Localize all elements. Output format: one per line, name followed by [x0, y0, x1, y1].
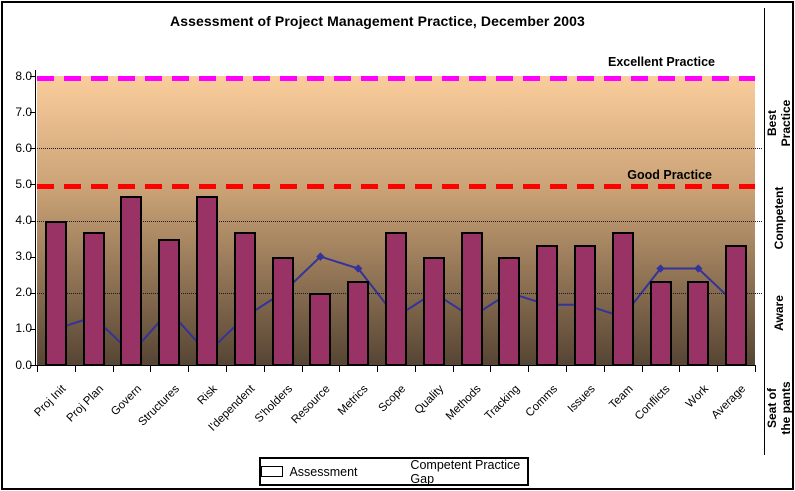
y-tick-0.0 — [30, 365, 35, 366]
x-tick-6 — [263, 366, 265, 372]
y-tick-label-2.0: 2.0 — [15, 285, 32, 300]
y-tick-label-1.0: 1.0 — [15, 321, 32, 336]
y-tick-3.0 — [30, 256, 35, 258]
assessment-swatch-icon — [261, 466, 284, 477]
bar-team — [611, 232, 634, 365]
y-tick-label-6.0: 6.0 — [15, 140, 32, 155]
x-tick-0 — [37, 366, 38, 372]
chart-title: Assessment of Project Management Practic… — [170, 13, 585, 29]
x-tick-19 — [755, 366, 756, 372]
bar-structures — [158, 238, 181, 365]
right-zone-labels: Best Practice Competent Aware Seat of th… — [765, 76, 794, 455]
gap-marker-conflicts — [656, 264, 665, 273]
gap-diamond-marker-icon — [383, 467, 393, 477]
x-tick-8 — [339, 366, 341, 372]
gridline-6 — [37, 148, 762, 150]
x-tick-18 — [717, 366, 719, 372]
zone-competent: Competent — [766, 171, 794, 266]
reference-line-8 — [37, 75, 755, 81]
x-tick-2 — [112, 366, 114, 372]
y-tick-2.0 — [30, 292, 35, 294]
x-tick-1 — [74, 366, 76, 372]
bar-quality — [422, 256, 445, 365]
bar-resource — [309, 292, 332, 365]
bar-average — [725, 245, 748, 365]
y-tick-label-4.0: 4.0 — [15, 213, 32, 227]
legend-box: Assessment Competent Practice Gap — [259, 457, 529, 486]
x-tick-12 — [490, 366, 492, 372]
plot-area — [37, 75, 762, 365]
gap-line-swatch-icon — [364, 466, 405, 477]
y-tick-6.0 — [30, 148, 35, 150]
bar-proj-plan — [82, 232, 105, 365]
y-tick-1.0 — [30, 328, 35, 330]
bar-work — [687, 280, 710, 365]
legend-assessment-label: Assessment — [289, 464, 358, 479]
gap-marker-metrics — [354, 264, 363, 273]
bar-metrics — [347, 280, 370, 365]
y-tick-label-7.0: 7.0 — [15, 104, 32, 119]
x-tick-15 — [603, 366, 605, 372]
bar-govern — [120, 196, 143, 365]
zone-panel-divider-line — [764, 8, 765, 455]
x-tick-16 — [641, 366, 643, 372]
zone-aware-label: Aware — [772, 294, 787, 331]
x-axis-line — [35, 365, 756, 366]
x-tick-7 — [301, 366, 303, 372]
y-tick-8.0 — [30, 76, 35, 77]
bar-proj-init — [44, 220, 67, 365]
x-tick-10 — [414, 366, 416, 372]
zone-best-practice-label: Best Practice — [765, 100, 793, 147]
x-tick-17 — [679, 366, 681, 372]
legend-gap-label: Competent Practice Gap — [410, 457, 521, 486]
good-practice-annotation: Good Practice — [627, 168, 712, 182]
zone-competent-label: Competent — [772, 186, 787, 250]
gap-marker-resource — [316, 252, 325, 261]
y-tick-5.0 — [30, 184, 35, 186]
reference-line-5 — [37, 183, 755, 189]
gap-marker-work — [694, 264, 703, 273]
x-tick-5 — [225, 366, 227, 372]
bar-s-holders — [271, 256, 294, 365]
y-tick-4.0 — [30, 220, 35, 222]
x-tick-3 — [150, 366, 152, 372]
y-tick-7.0 — [30, 112, 35, 114]
bar-conflicts — [649, 280, 672, 365]
y-tick-label-8.0: 8.0 — [15, 68, 32, 83]
bar-scope — [385, 232, 407, 365]
bar-tracking — [498, 256, 521, 365]
bar-comms — [536, 244, 559, 365]
x-tick-11 — [452, 366, 454, 372]
bar-methods — [460, 232, 483, 365]
x-tick-13 — [528, 366, 530, 372]
gridline-4 — [37, 220, 762, 222]
y-tick-label-5.0: 5.0 — [15, 176, 32, 191]
y-tick-label-0.0: 0.0 — [15, 357, 32, 372]
zone-best-practice: Best Practice — [765, 76, 794, 171]
excellent-practice-annotation: Excellent Practice — [607, 55, 715, 69]
x-tick-4 — [188, 366, 190, 372]
x-tick-9 — [377, 366, 379, 372]
y-tick-label-3.0: 3.0 — [15, 249, 32, 264]
y-axis-line — [35, 70, 36, 366]
x-tick-14 — [566, 366, 568, 372]
zone-seat-of-the-pants: Seat of the pants — [765, 360, 794, 455]
zone-aware: Aware — [766, 266, 794, 361]
bar-issues — [573, 244, 596, 365]
bar-risk — [196, 196, 219, 365]
zone-seat-of-the-pants-label: Seat of the pants — [765, 380, 793, 435]
bar-i-dependent — [233, 232, 256, 365]
